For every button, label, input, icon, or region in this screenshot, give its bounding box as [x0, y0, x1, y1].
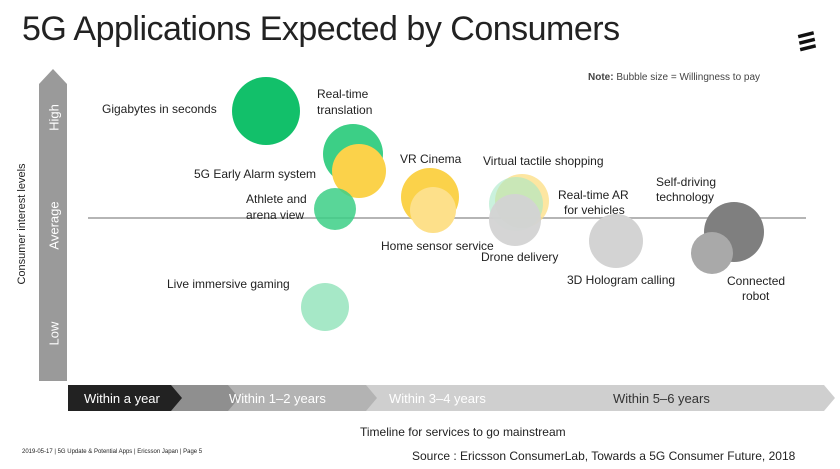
label-athlete-1: Athlete and	[246, 192, 307, 206]
label-home: Home sensor service	[381, 239, 494, 253]
label-gigabytes: Gigabytes in seconds	[102, 102, 217, 116]
label-alarm: 5G Early Alarm system	[194, 167, 316, 181]
label-gaming: Live immersive gaming	[167, 277, 290, 291]
label-hologram: 3D Hologram calling	[567, 273, 675, 287]
bubble-home-sensor-service	[410, 187, 456, 233]
ericsson-logo-icon	[797, 31, 817, 52]
timeline-within-3-4-years: Within 3–4 years	[389, 391, 486, 406]
label-drone: Drone delivery	[481, 250, 558, 264]
label-translation-1: Real-time	[317, 87, 369, 101]
label-selfdrive-2: technology	[656, 190, 714, 204]
y-axis-arrow	[39, 69, 67, 381]
bubble-5g-early-alarm-system	[332, 144, 386, 198]
page-title: 5G Applications Expected by Consumers	[22, 10, 620, 48]
label-ar-2: for vehicles	[564, 203, 625, 217]
note-text: Bubble size = Willingness to pay	[616, 72, 761, 83]
label-tactile: Virtual tactile shopping	[483, 154, 604, 168]
label-selfdrive-1: Self-driving	[656, 175, 716, 189]
note-label: Note:	[588, 72, 614, 83]
bubble-live-immersive-gaming	[301, 283, 349, 331]
timeline-within-5-6-years: Within 5–6 years	[613, 391, 710, 406]
timeline-within-a-year: Within a year	[84, 391, 160, 406]
timeline-within-1-2-years: Within 1–2 years	[229, 391, 326, 406]
timeline-arrow	[68, 385, 835, 411]
bubble-connected-robot	[691, 232, 733, 274]
bubble-drone-delivery	[489, 194, 541, 246]
bubble-3d-hologram-calling	[589, 214, 643, 268]
label-athlete-2: arena view	[246, 208, 304, 222]
label-robot-2: robot	[742, 289, 770, 303]
label-translation-2: translation	[317, 103, 372, 117]
label-vr: VR Cinema	[400, 152, 462, 166]
source-text: Source : Ericsson ConsumerLab, Towards a…	[412, 449, 796, 463]
bubble-athlete-and-arena-view	[314, 188, 356, 230]
label-robot-1: Connected	[727, 274, 785, 288]
x-axis-label: Timeline for services to go mainstream	[360, 425, 566, 439]
bubble-plot: Gigabytes in seconds Real-time translati…	[88, 77, 806, 331]
bubble-gigabytes-in-seconds	[232, 77, 300, 145]
footer-text: 2019-05-17 | 5G Update & Potential Apps …	[22, 449, 203, 455]
chart-note: Note: Bubble size = Willingness to pay	[588, 72, 760, 83]
label-ar-1: Real-time AR	[558, 188, 629, 202]
